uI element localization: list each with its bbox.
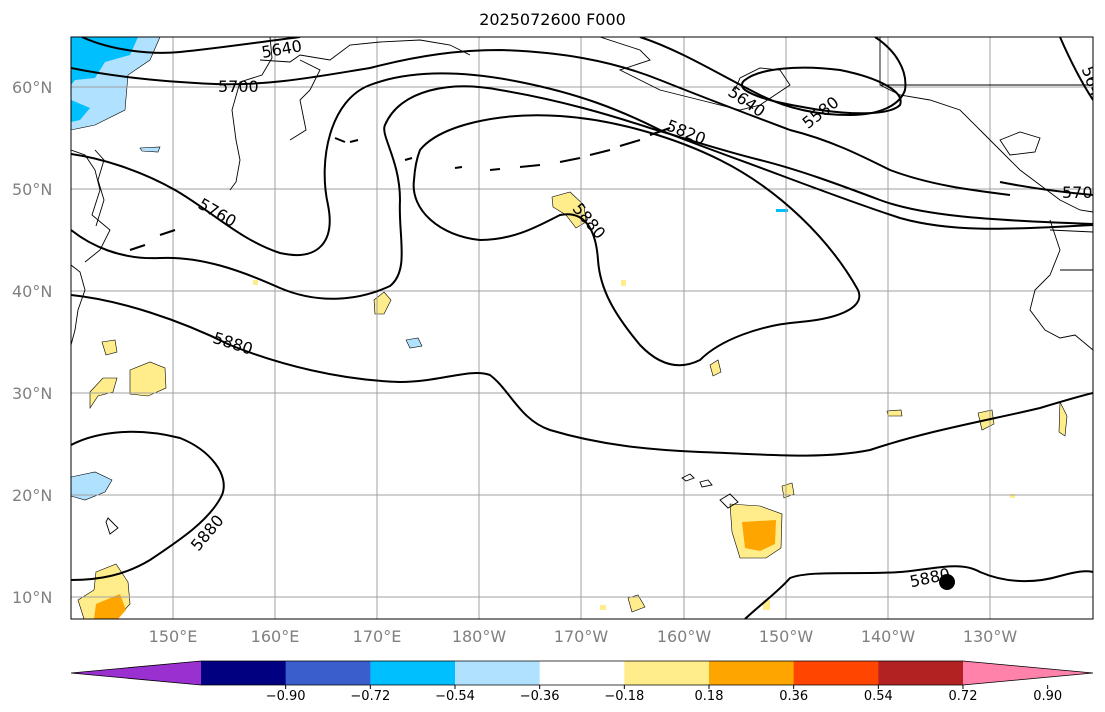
colorbar-tick-label: 0.36	[779, 689, 808, 704]
colorbar-segment	[624, 661, 710, 685]
positive-anomaly-area	[621, 280, 626, 286]
colorbar-segment	[539, 661, 625, 685]
negative-anomaly-area	[776, 209, 788, 212]
lat-label: 10°N	[12, 588, 52, 607]
positive-anomaly-area	[781, 482, 795, 499]
colorbar-tick-label: 0.54	[864, 689, 893, 704]
positive-anomaly-area	[627, 594, 646, 613]
colorbar-segment	[370, 661, 456, 685]
colorbar-tick-label: 0.90	[1033, 689, 1062, 704]
positive-anomaly-area	[373, 291, 392, 315]
positive-anomaly-area	[742, 520, 776, 551]
lon-label: 170°E	[353, 627, 402, 646]
lon-label: 180°W	[452, 627, 507, 646]
positive-anomaly-area	[129, 361, 167, 397]
colorbar-segment	[201, 661, 287, 685]
negative-anomaly-area	[405, 337, 423, 349]
graticule	[71, 37, 1093, 619]
lat-label: 20°N	[12, 486, 52, 505]
longitude-axis: 150°E 160°E 170°E 180°W 170°W 160°W 150°…	[149, 627, 1018, 646]
positive-anomaly-area	[1058, 401, 1068, 437]
lat-label: 40°N	[12, 282, 52, 301]
colorbar-min-extension	[71, 661, 201, 685]
positive-anomaly-area	[709, 359, 722, 377]
lon-label: 150°W	[759, 627, 814, 646]
colorbar-tick-label: 0.18	[695, 689, 724, 704]
lon-label: 140°W	[861, 627, 916, 646]
contour-labels: 5640 5700 5760 5880 5820 5640 5580 5640 …	[187, 37, 1093, 591]
height-contours	[71, 37, 1093, 619]
lon-label: 160°W	[657, 627, 712, 646]
aleutian-islands	[129, 127, 671, 251]
map-frame	[70, 36, 1094, 620]
lat-label: 30°N	[12, 384, 52, 403]
colorbar-tick-label: −0.54	[435, 689, 475, 704]
colorbar-segment	[455, 661, 541, 685]
positive-anomaly-area	[253, 280, 258, 285]
coastlines	[71, 37, 1093, 535]
negative-anomaly-area	[71, 471, 113, 501]
latitude-axis: 60°N 50°N 40°N 30°N 20°N 10°N	[12, 78, 52, 607]
positive-anomaly-area	[886, 409, 903, 417]
anomaly-shading	[71, 37, 1068, 619]
contour-label: 5700	[218, 77, 259, 96]
colorbar-segment	[709, 661, 795, 685]
positive-anomaly-area	[94, 594, 126, 619]
positive-anomaly-area	[600, 605, 606, 610]
colorbar-segment	[285, 661, 371, 685]
contour-label: 570	[1062, 183, 1093, 202]
colorbar-tick-label: −0.72	[350, 689, 390, 704]
storm-center-marker	[939, 574, 955, 590]
negative-anomaly-area	[71, 100, 90, 122]
negative-anomaly-area	[139, 146, 161, 153]
lon-label: 170°W	[554, 627, 609, 646]
colorbar-tick-label: −0.36	[520, 689, 560, 704]
colorbar-segment	[793, 661, 879, 685]
colorbar-max-extension	[963, 661, 1093, 685]
colorbar-tick-label: 0.72	[949, 689, 978, 704]
colorbar-outline	[70, 660, 1094, 686]
lat-label: 50°N	[12, 180, 52, 199]
colorbar-tick-label: −0.90	[266, 689, 306, 704]
map-title: 2025072600 F000	[479, 10, 626, 29]
colorbar: −0.90 −0.72 −0.54 −0.36 −0.18 0.18 0.36 0.54 0.7…	[70, 660, 1094, 704]
lon-label: 130°W	[963, 627, 1018, 646]
lon-label: 150°E	[149, 627, 198, 646]
colorbar-segment	[878, 661, 964, 685]
positive-anomaly-area	[101, 339, 118, 356]
colorbar-tick-label: −0.18	[604, 689, 644, 704]
lon-label: 160°E	[251, 627, 300, 646]
map-background	[71, 37, 1093, 619]
lat-label: 60°N	[12, 78, 52, 97]
